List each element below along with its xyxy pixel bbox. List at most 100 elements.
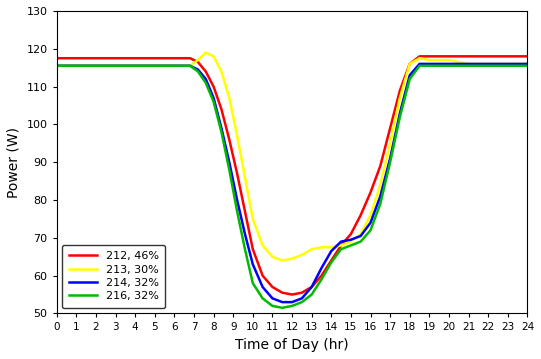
213, 30% <box>234 134 240 138</box>
216, 32% <box>406 77 413 81</box>
212, 46% <box>406 62 413 66</box>
216, 32% <box>318 277 325 281</box>
212, 46% <box>387 126 393 130</box>
216, 32% <box>218 130 225 134</box>
212, 46% <box>416 54 423 59</box>
216, 32% <box>367 228 374 232</box>
216, 32% <box>93 64 99 68</box>
214, 32% <box>151 64 158 68</box>
212, 46% <box>465 54 472 59</box>
212, 46% <box>485 54 491 59</box>
214, 32% <box>416 62 423 66</box>
214, 32% <box>187 64 193 68</box>
212, 46% <box>446 54 452 59</box>
213, 30% <box>406 62 413 66</box>
212, 46% <box>242 209 248 214</box>
212, 46% <box>308 285 315 289</box>
214, 32% <box>406 73 413 78</box>
213, 30% <box>299 253 305 257</box>
212, 46% <box>151 56 158 60</box>
214, 32% <box>505 62 511 66</box>
213, 30% <box>279 258 286 263</box>
213, 30% <box>367 213 374 217</box>
216, 32% <box>234 209 240 214</box>
214, 32% <box>358 234 364 238</box>
216, 32% <box>465 64 472 68</box>
216, 32% <box>328 260 334 265</box>
213, 30% <box>73 64 80 68</box>
214, 32% <box>112 64 118 68</box>
214, 32% <box>202 77 209 81</box>
216, 32% <box>299 300 305 304</box>
216, 32% <box>358 239 364 244</box>
214, 32% <box>397 111 403 115</box>
212, 46% <box>279 290 286 295</box>
214, 32% <box>367 220 374 225</box>
212, 46% <box>249 247 256 251</box>
212, 46% <box>318 274 325 278</box>
212, 46% <box>338 243 344 248</box>
216, 32% <box>338 247 344 251</box>
213, 30% <box>195 58 201 62</box>
213, 30% <box>446 58 452 62</box>
216, 32% <box>387 160 393 164</box>
214, 32% <box>485 62 491 66</box>
212, 46% <box>234 171 240 176</box>
Line: 214, 32%: 214, 32% <box>57 64 527 302</box>
214, 32% <box>234 198 240 202</box>
216, 32% <box>279 306 286 310</box>
216, 32% <box>289 304 295 308</box>
214, 32% <box>328 249 334 253</box>
213, 30% <box>151 64 158 68</box>
216, 32% <box>242 247 248 251</box>
213, 30% <box>249 217 256 221</box>
216, 32% <box>426 64 433 68</box>
216, 32% <box>524 64 531 68</box>
216, 32% <box>202 81 209 85</box>
213, 30% <box>259 243 266 248</box>
214, 32% <box>308 285 315 289</box>
212, 46% <box>202 69 209 74</box>
213, 30% <box>132 64 138 68</box>
212, 46% <box>367 190 374 195</box>
216, 32% <box>485 64 491 68</box>
Line: 216, 32%: 216, 32% <box>57 66 527 308</box>
216, 32% <box>151 64 158 68</box>
216, 32% <box>112 64 118 68</box>
213, 30% <box>328 245 334 250</box>
212, 46% <box>171 56 177 60</box>
214, 32% <box>465 62 472 66</box>
212, 46% <box>269 285 276 289</box>
213, 30% <box>426 58 433 62</box>
216, 32% <box>210 99 217 104</box>
213, 30% <box>416 56 423 60</box>
212, 46% <box>397 88 403 93</box>
212, 46% <box>377 164 384 168</box>
213, 30% <box>210 54 217 59</box>
212, 46% <box>112 56 118 60</box>
213, 30% <box>269 255 276 259</box>
216, 32% <box>377 202 384 206</box>
216, 32% <box>269 304 276 308</box>
212, 46% <box>524 54 531 59</box>
212, 46% <box>328 258 334 263</box>
212, 46% <box>187 56 193 60</box>
216, 32% <box>132 64 138 68</box>
Y-axis label: Power (W): Power (W) <box>7 127 21 198</box>
214, 32% <box>242 232 248 236</box>
213, 30% <box>465 62 472 66</box>
214, 32% <box>218 126 225 130</box>
213, 30% <box>397 96 403 100</box>
216, 32% <box>249 281 256 285</box>
216, 32% <box>54 64 60 68</box>
214, 32% <box>226 160 233 164</box>
212, 46% <box>259 274 266 278</box>
213, 30% <box>93 64 99 68</box>
213, 30% <box>377 183 384 187</box>
213, 30% <box>308 247 315 251</box>
213, 30% <box>524 62 531 66</box>
213, 30% <box>338 243 344 248</box>
212, 46% <box>426 54 433 59</box>
213, 30% <box>505 62 511 66</box>
214, 32% <box>426 62 433 66</box>
